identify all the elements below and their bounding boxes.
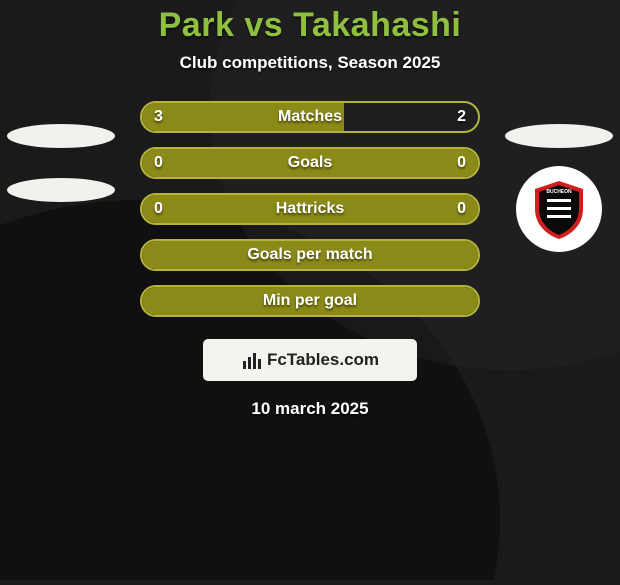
crest-icon: BUCHEON xyxy=(527,177,591,241)
stat-value-right: 2 xyxy=(457,108,466,126)
player2-ellipse xyxy=(505,124,613,148)
title-vs: vs xyxy=(244,6,283,44)
stat-label: Matches xyxy=(278,108,342,126)
stat-value-left: 0 xyxy=(154,200,163,218)
stat-pill: Min per goal xyxy=(140,285,480,317)
stat-value-right: 0 xyxy=(457,154,466,172)
stat-pill: 0 0 Hattricks xyxy=(140,193,480,225)
stat-pill: 3 2 Matches xyxy=(140,101,480,133)
brand-text: FcTables.com xyxy=(267,350,379,370)
player1-ellipse xyxy=(7,178,115,202)
bars-icon xyxy=(241,349,263,371)
stat-value-left: 0 xyxy=(154,154,163,172)
stat-value-left: 3 xyxy=(154,108,163,126)
date: 10 march 2025 xyxy=(0,399,620,419)
page-title: Park vs Takahashi xyxy=(0,6,620,45)
club-crest: BUCHEON xyxy=(516,166,602,252)
subtitle: Club competitions, Season 2025 xyxy=(0,53,620,73)
left-player-marks xyxy=(6,124,116,202)
title-player1: Park xyxy=(159,6,235,44)
stat-label: Goals per match xyxy=(247,246,372,264)
brand-box[interactable]: FcTables.com xyxy=(203,339,417,381)
svg-text:BUCHEON: BUCHEON xyxy=(546,189,572,195)
stat-label: Min per goal xyxy=(263,292,357,310)
stat-label: Goals xyxy=(288,154,332,172)
stat-label: Hattricks xyxy=(276,200,344,218)
stat-value-right: 0 xyxy=(457,200,466,218)
right-player-marks: BUCHEON xyxy=(504,124,614,252)
title-player2: Takahashi xyxy=(293,6,461,44)
player1-ellipse xyxy=(7,124,115,148)
stat-pill: 0 0 Goals xyxy=(140,147,480,179)
stat-pill: Goals per match xyxy=(140,239,480,271)
